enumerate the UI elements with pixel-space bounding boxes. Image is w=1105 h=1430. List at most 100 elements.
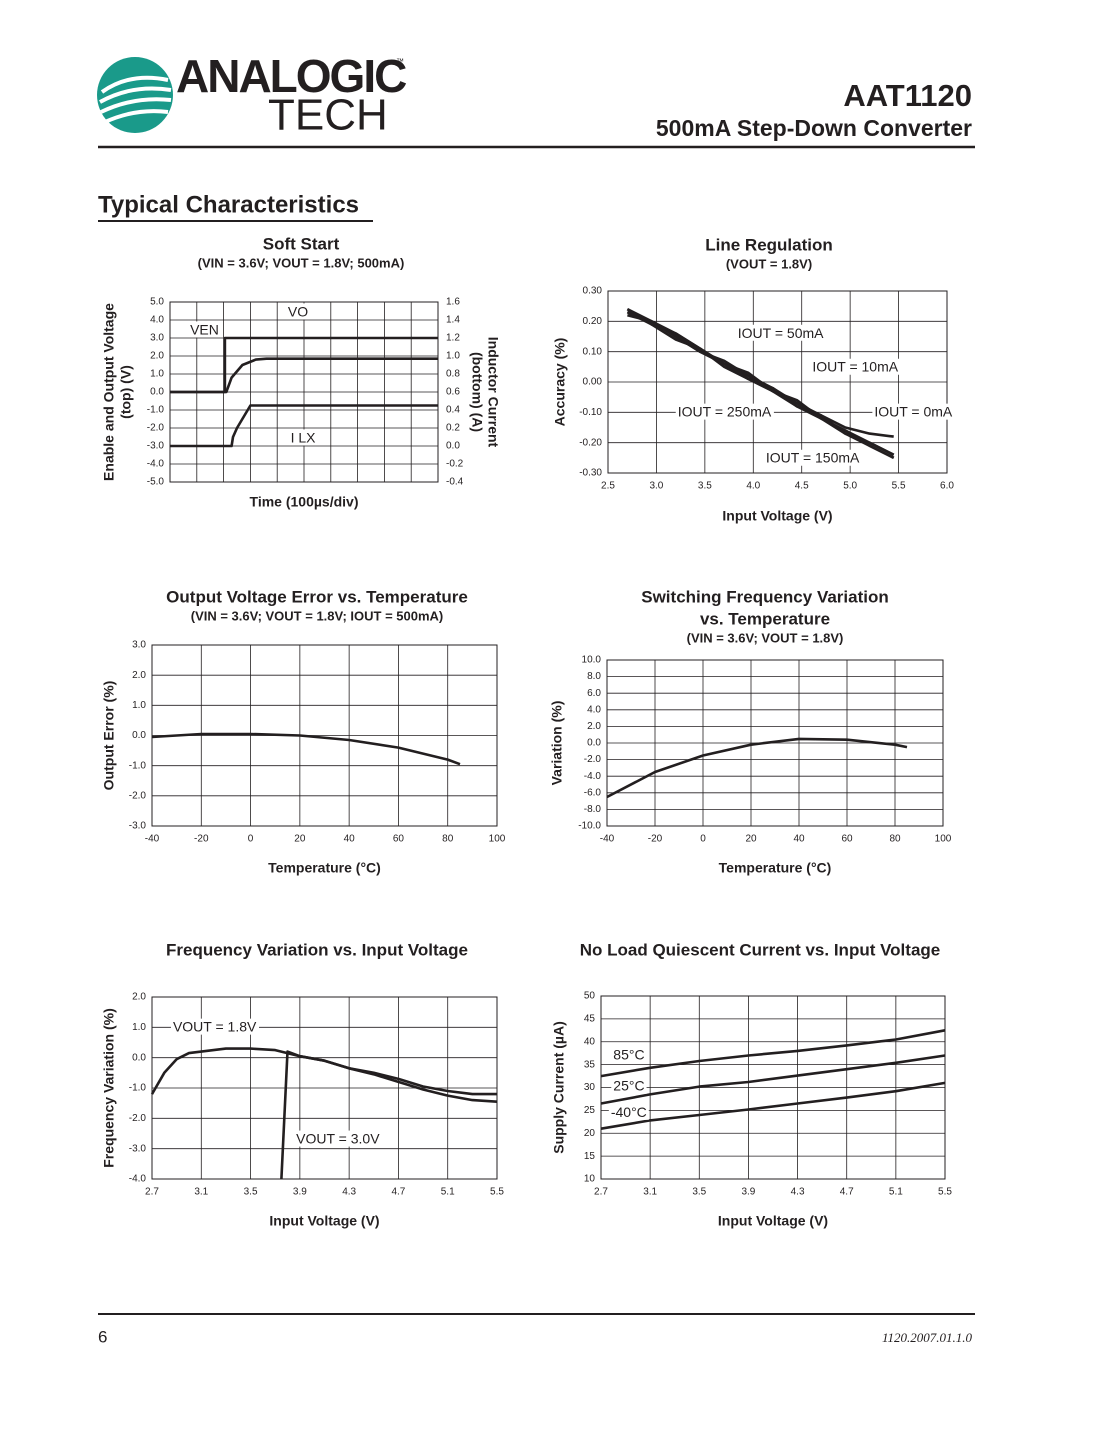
y-tick-label: 20 xyxy=(584,1128,596,1139)
annotation: VO xyxy=(288,304,308,320)
annotation: VOUT = 1.8V xyxy=(173,1019,257,1035)
annotation: IOUT = 50mA xyxy=(738,325,824,341)
chart-title: Line Regulation xyxy=(705,235,833,254)
plot-frame xyxy=(600,995,946,1180)
y-tick-label: -4.0 xyxy=(584,771,602,782)
x-tick-label: 4.0 xyxy=(746,481,760,492)
annotation: 85°C xyxy=(613,1047,644,1063)
x-tick-label: 6.0 xyxy=(940,481,954,492)
x-tick-label: 80 xyxy=(442,834,454,845)
x-tick-label: 60 xyxy=(841,834,853,845)
y2-tick-label: 0.8 xyxy=(446,369,460,380)
x-tick-label: 100 xyxy=(935,834,952,845)
y2-tick-label: 0.2 xyxy=(446,423,460,434)
y-tick-label: 35 xyxy=(584,1059,596,1070)
y-tick-label: -6.0 xyxy=(584,787,602,798)
chart-subtitle: (VIN = 3.6V; VOUT = 1.8V) xyxy=(687,630,844,645)
plot-frame xyxy=(607,290,948,474)
x-tick-label: 5.0 xyxy=(843,481,857,492)
y-tick-label: -2.0 xyxy=(129,790,147,801)
y-axis-label: Output Error (%) xyxy=(101,681,117,791)
series-line xyxy=(600,1054,946,1105)
y-tick-label: -3.0 xyxy=(147,441,165,452)
part-number: AAT1120 xyxy=(843,78,972,113)
annotation-bg xyxy=(608,1103,649,1120)
chart: No Load Quiescent Current vs. Input Volt… xyxy=(551,940,953,1228)
annotation-bg xyxy=(872,403,955,420)
y-tick-label: 0.10 xyxy=(583,346,603,357)
x-tick-label: 3.9 xyxy=(293,1187,307,1198)
annotation: I LX xyxy=(291,430,317,446)
y-tick-label: 2.0 xyxy=(132,992,146,1003)
y-tick-label: -3.0 xyxy=(129,821,147,832)
y2-tick-label: 0.4 xyxy=(446,405,460,416)
y-tick-label: 3.0 xyxy=(132,640,146,651)
y-axis-label: Accuracy (%) xyxy=(552,338,568,427)
chart: Soft Start (VIN = 3.6V; VOUT = 1.8V; 500m… xyxy=(101,234,502,509)
x-axis-label: Input Voltage (V) xyxy=(269,1213,379,1229)
x-tick-label: 20 xyxy=(294,834,306,845)
x-tick-label: 0 xyxy=(248,834,254,845)
x-tick-label: -20 xyxy=(648,834,663,845)
annotation-bg xyxy=(188,321,221,338)
chart-title: No Load Quiescent Current vs. Input Volt… xyxy=(580,940,941,959)
y-tick-label: 2.0 xyxy=(150,351,164,362)
x-tick-label: 4.7 xyxy=(391,1187,405,1198)
x-tick-label: -40 xyxy=(145,834,160,845)
x-tick-label: 3.0 xyxy=(649,481,663,492)
y-tick-label: 30 xyxy=(584,1082,596,1093)
x-tick-label: 2.5 xyxy=(601,481,615,492)
chart-subtitle: (VIN = 3.6V; VOUT = 1.8V; 500mA) xyxy=(198,255,405,270)
chart: Line Regulation (VOUT = 1.8V) Input Voltag… xyxy=(552,235,955,524)
annotation-bg xyxy=(810,358,901,375)
section-title: Typical Characteristics xyxy=(98,191,359,218)
y-tick-label: -0.20 xyxy=(579,437,602,448)
x-tick-label: 3.1 xyxy=(643,1187,657,1198)
annotation-bg xyxy=(285,303,311,320)
x-axis-label: Input Voltage (V) xyxy=(718,1213,828,1229)
y-tick-label: 2.0 xyxy=(132,670,146,681)
x-tick-label: 3.5 xyxy=(244,1187,258,1198)
annotation: 25°C xyxy=(613,1078,644,1094)
y-tick-label: -1.0 xyxy=(129,760,147,771)
x-tick-label: 5.1 xyxy=(889,1187,903,1198)
y-tick-label: 3.0 xyxy=(150,333,164,344)
y-tick-label: -4.0 xyxy=(129,1174,147,1185)
y-tick-label: -3.0 xyxy=(129,1143,147,1154)
y-tick-label: 0.20 xyxy=(583,316,603,327)
y-tick-label: -2.0 xyxy=(147,423,165,434)
annotation-bg xyxy=(675,403,774,420)
y-tick-label: 1.0 xyxy=(150,369,164,380)
y-axis-label: Enable and Output Voltage xyxy=(101,303,117,481)
trademark: ™ xyxy=(396,57,404,66)
series-line xyxy=(626,311,895,456)
y-tick-label: 0.0 xyxy=(150,387,164,398)
y-tick-label: 0.0 xyxy=(587,738,601,749)
x-tick-label: 3.1 xyxy=(194,1187,208,1198)
y-tick-label: 1.0 xyxy=(132,1022,146,1033)
annotation: -40°C xyxy=(611,1104,647,1120)
series-line xyxy=(627,314,895,459)
x-tick-label: 3.5 xyxy=(692,1187,706,1198)
logo-bottom: TECH xyxy=(268,91,388,140)
y-tick-label: 15 xyxy=(584,1151,596,1162)
x-tick-label: 2.7 xyxy=(594,1187,608,1198)
doc-code: 1120.2007.01.1.0 xyxy=(882,1330,973,1345)
y2-axis-label: (bottom) (A) xyxy=(469,352,485,432)
y2-tick-label: -0.2 xyxy=(446,459,464,470)
x-tick-label: 5.5 xyxy=(490,1187,504,1198)
y-tick-label: 25 xyxy=(584,1105,596,1116)
annotation: VOUT = 3.0V xyxy=(296,1131,380,1147)
y2-tick-label: 1.4 xyxy=(446,315,460,326)
x-axis-label: Temperature (°C) xyxy=(719,860,832,876)
y2-tick-label: 1.6 xyxy=(446,297,460,308)
y-axis-label: Frequency Variation (%) xyxy=(101,1008,117,1167)
x-tick-label: -40 xyxy=(600,834,615,845)
y2-tick-label: 0.6 xyxy=(446,387,460,398)
chart: Frequency Variation vs. Input Voltage Inp… xyxy=(101,940,505,1228)
logo-top: ANALOGIC xyxy=(176,50,406,102)
chart-title: Soft Start xyxy=(263,234,340,253)
chart-title: Switching Frequency Variation xyxy=(641,587,889,606)
x-axis-label: Input Voltage (V) xyxy=(722,508,832,524)
chart: Switching Frequency Variation vs. Tempera… xyxy=(549,587,952,875)
